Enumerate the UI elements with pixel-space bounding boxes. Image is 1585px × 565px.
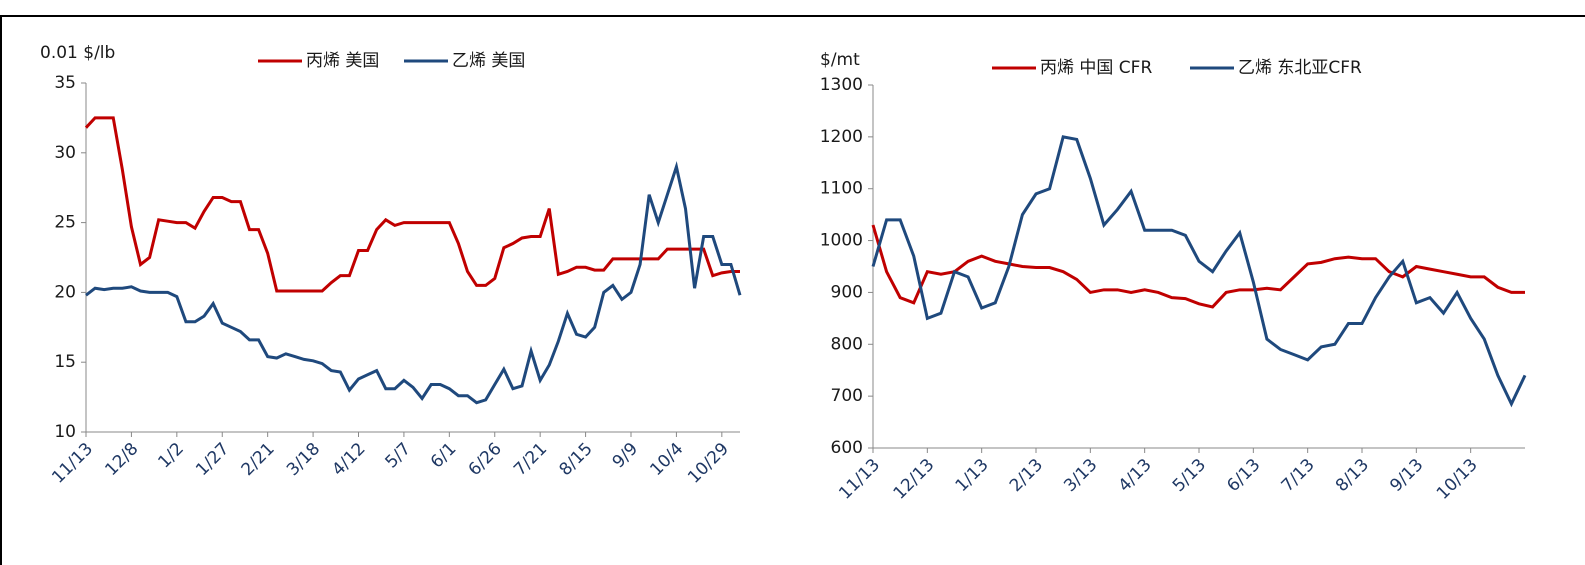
- x-tick-label: 3/13: [1060, 455, 1101, 496]
- y-tick-label: 1300: [820, 75, 863, 95]
- x-tick-label: 6/26: [465, 439, 506, 480]
- x-tick-label: 9/9: [609, 439, 642, 472]
- legend-label: 乙烯 美国: [452, 51, 525, 71]
- x-tick-label: 10/4: [646, 439, 687, 480]
- x-tick-label: 10/13: [1433, 455, 1482, 504]
- x-tick-label: 11/13: [48, 439, 97, 488]
- frame: [0, 15, 1585, 565]
- legend-label: 乙烯 东北亚CFR: [1238, 58, 1362, 78]
- x-tick-label: 10/29: [684, 439, 733, 488]
- x-tick-label: 7/21: [510, 439, 551, 480]
- x-tick-label: 4/12: [328, 439, 369, 480]
- y-tick-label: 35: [54, 73, 76, 93]
- x-tick-label: 4/13: [1115, 455, 1156, 496]
- series-line: [871, 135, 1527, 408]
- y-tick-label: 25: [54, 213, 76, 233]
- y-tick-label: 600: [831, 438, 863, 458]
- x-tick-label: 9/13: [1386, 455, 1427, 496]
- y-tick-label: 700: [831, 386, 863, 406]
- x-tick-label: 6/13: [1223, 455, 1264, 496]
- y-unit: $/mt: [820, 50, 860, 70]
- x-tick-label: 8/15: [556, 439, 597, 480]
- x-tick-label: 8/13: [1332, 455, 1373, 496]
- series-line: [84, 116, 740, 293]
- x-tick-label: 3/18: [283, 439, 324, 480]
- y-tick-label: 800: [831, 334, 863, 354]
- legend-label: 丙烯 中国 CFR: [1040, 58, 1152, 78]
- x-tick-label: 6/1: [427, 439, 460, 472]
- series-line: [871, 224, 1525, 309]
- x-tick-label: 12/8: [101, 439, 142, 480]
- y-tick-label: 30: [54, 143, 76, 163]
- x-tick-label: 1/13: [952, 455, 993, 496]
- y-unit: 0.01 $/lb: [40, 43, 115, 63]
- x-tick-label: 5/13: [1169, 455, 1210, 496]
- x-tick-label: 7/13: [1278, 455, 1319, 496]
- y-tick-label: 10: [54, 422, 76, 442]
- y-tick-label: 1000: [820, 231, 863, 251]
- x-tick-label: 11/13: [835, 455, 884, 504]
- x-tick-label: 2/21: [238, 439, 279, 480]
- x-tick-label: 2/13: [1006, 455, 1047, 496]
- y-tick-label: 1200: [820, 127, 863, 147]
- y-tick-label: 15: [54, 352, 76, 372]
- legend-label: 丙烯 美国: [306, 51, 379, 71]
- x-tick-label: 12/13: [890, 455, 939, 504]
- y-tick-label: 1100: [820, 179, 863, 199]
- y-tick-label: 900: [831, 282, 863, 302]
- x-tick-label: 1/2: [154, 439, 187, 472]
- series-line: [85, 161, 742, 405]
- x-tick-label: 5/7: [381, 439, 414, 472]
- x-tick-label: 1/27: [192, 439, 233, 480]
- y-tick-label: 20: [54, 282, 76, 302]
